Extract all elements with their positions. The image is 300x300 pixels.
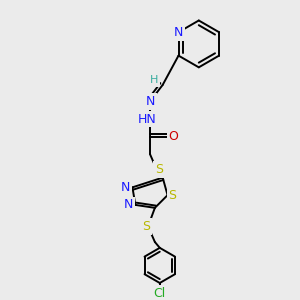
Text: N: N [121, 181, 130, 194]
Text: HN: HN [138, 112, 156, 125]
Text: S: S [155, 163, 163, 176]
Text: H: H [150, 75, 158, 85]
Text: N: N [174, 26, 183, 39]
Text: S: S [168, 189, 176, 202]
Text: S: S [142, 220, 150, 233]
Text: Cl: Cl [154, 287, 166, 300]
Text: N: N [124, 198, 133, 212]
Text: N: N [145, 95, 155, 108]
Text: O: O [169, 130, 178, 143]
